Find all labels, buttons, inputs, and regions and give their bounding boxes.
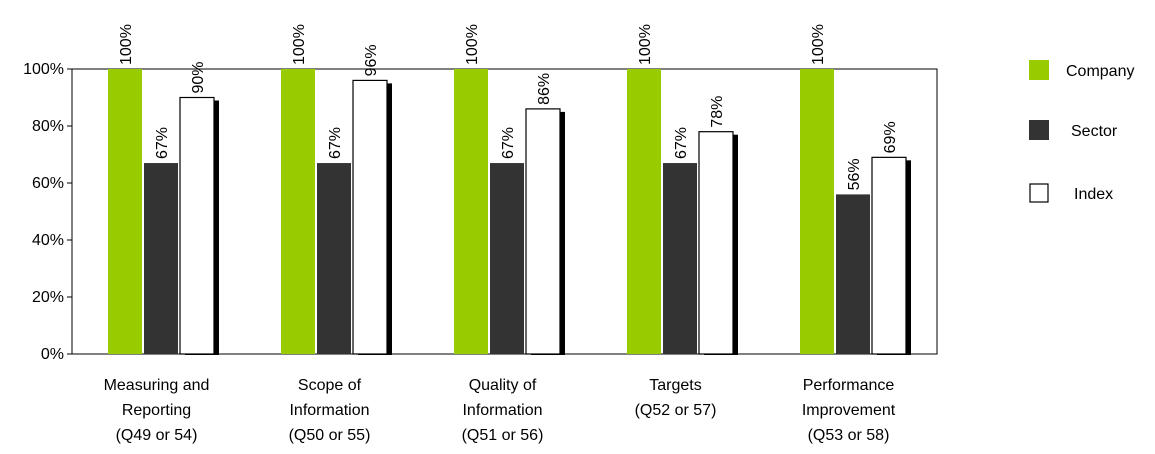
y-tick-label: 80%: [32, 118, 64, 135]
legend-swatch-index: [1029, 183, 1049, 203]
x-category-label: Measuring and: [104, 377, 210, 394]
bar-company: [627, 69, 661, 354]
chart-bars: [108, 69, 911, 356]
data-label: 67%: [154, 127, 171, 159]
x-category-label: Performance: [803, 377, 895, 394]
legend-label: Sector: [1071, 123, 1118, 140]
x-category-label: (Q53 or 58): [808, 427, 890, 444]
y-tick-label: 40%: [32, 232, 64, 249]
data-label: 67%: [673, 127, 690, 159]
legend-label: Index: [1074, 186, 1113, 203]
bar-company: [281, 69, 315, 354]
data-label: 100%: [118, 24, 135, 65]
x-category-label: Information: [462, 402, 542, 419]
x-axis-labels: Measuring and Reporting (Q49 or 54) Scope o…: [104, 377, 896, 444]
x-category-label: Information: [289, 402, 369, 419]
chart-legend: Company Sector Index: [1029, 60, 1134, 203]
data-label: 100%: [637, 24, 654, 65]
legend-label: Company: [1066, 63, 1134, 80]
bar-sector: [317, 163, 351, 354]
x-category-label: (Q50 or 55): [289, 427, 371, 444]
data-label: 86%: [536, 73, 553, 105]
data-label: 67%: [500, 127, 517, 159]
data-label: 69%: [882, 121, 899, 153]
data-label: 56%: [846, 158, 863, 190]
x-category-label: Scope of: [298, 377, 362, 394]
y-tick-label: 100%: [23, 61, 64, 78]
data-label: 67%: [327, 127, 344, 159]
x-category-label: (Q49 or 54): [116, 427, 198, 444]
bar-sector: [663, 163, 697, 354]
bar-index: [352, 79, 388, 355]
data-label: 90%: [190, 61, 207, 93]
x-category-label: Improvement: [802, 402, 896, 419]
y-tick-label: 0%: [41, 346, 64, 363]
data-label: 96%: [363, 44, 380, 76]
x-category-label: Quality of: [469, 377, 537, 394]
x-category-label: (Q51 or 56): [462, 427, 544, 444]
x-category-label: Reporting: [122, 402, 191, 419]
bar-company: [800, 69, 834, 354]
data-label: 100%: [291, 24, 308, 65]
bar-index: [871, 156, 907, 355]
bar-index: [525, 108, 561, 355]
bar-sector: [836, 194, 870, 354]
bar-sector: [490, 163, 524, 354]
y-tick-label: 20%: [32, 289, 64, 306]
bar-company: [108, 69, 142, 354]
data-label: 78%: [709, 96, 726, 128]
bar-sector: [144, 163, 178, 354]
x-category-label: Targets: [649, 377, 701, 394]
bar-index: [179, 96, 215, 355]
bar-company: [454, 69, 488, 354]
bar-index: [698, 131, 734, 355]
y-tick-label: 60%: [32, 175, 64, 192]
x-category-label: (Q52 or 57): [635, 402, 717, 419]
legend-swatch-company: [1029, 60, 1049, 80]
data-label: 100%: [464, 24, 481, 65]
data-label: 100%: [810, 24, 827, 65]
chart-data-labels: 100% 67% 90% 100% 67% 96% 100% 67% 86% 100% 67% 78%…: [118, 24, 899, 190]
legend-swatch-sector: [1029, 120, 1049, 140]
